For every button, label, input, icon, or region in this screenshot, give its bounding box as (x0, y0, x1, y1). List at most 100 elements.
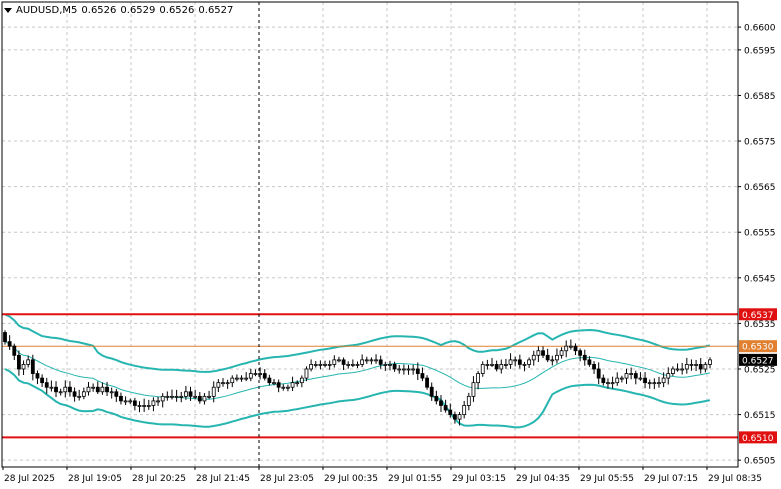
candle (77, 389, 82, 401)
candle-body (105, 386, 109, 393)
candle (142, 398, 147, 412)
ohlc-low: 0.6526 (159, 4, 195, 16)
candle (337, 356, 341, 363)
candle-body (415, 368, 420, 374)
level-price-tag[interactable]: 0.6537 (739, 308, 777, 321)
y-tick-label: 0.6555 (744, 229, 776, 239)
ohlc-high: 0.6529 (120, 4, 156, 16)
candle-body (109, 391, 114, 394)
level-tag-label: 0.6510 (742, 434, 774, 444)
candle-body (606, 382, 610, 385)
candle (550, 355, 555, 366)
candle-body (142, 405, 147, 407)
candle (401, 364, 406, 375)
candle-body (374, 359, 378, 362)
candle-body (21, 364, 26, 370)
y-tick-label: 0.6535 (744, 320, 776, 330)
candle-body (100, 386, 105, 393)
candle (123, 396, 128, 406)
level-price-tag[interactable]: 0.6530 (739, 340, 777, 353)
candle-body (397, 368, 402, 371)
current-price-tag[interactable]: 0.6527 (739, 353, 777, 367)
candle-body (536, 350, 541, 356)
ohlc-close: 0.6527 (198, 4, 234, 16)
candle-body (119, 395, 123, 402)
candle-body (555, 354, 559, 361)
candle-body (309, 364, 314, 370)
price-axis[interactable]: 0.6600 0.6595 0.6585 0.6575 0.6565 0.6555 0.65… (738, 24, 777, 467)
candle-body (517, 359, 522, 365)
candle (253, 369, 258, 377)
level-price-tag[interactable]: 0.6510 (739, 431, 777, 444)
y-tick-label: 0.6565 (744, 183, 776, 193)
candle (235, 374, 239, 382)
candle-body (550, 359, 555, 362)
candle (601, 374, 606, 386)
candle (680, 362, 685, 375)
candle-body (272, 382, 276, 385)
candle (95, 381, 100, 395)
candle-body (86, 386, 91, 393)
candle (183, 385, 188, 400)
candle (63, 380, 68, 398)
candle (211, 381, 216, 403)
candle (624, 368, 629, 384)
candle (670, 366, 675, 376)
candle (513, 356, 518, 367)
time-axis[interactable]: 28 Jul 2025 28 Jul 19:05 28 Jul 20:25 28 Ju… (2, 467, 762, 484)
candle (638, 372, 643, 381)
candle (12, 343, 17, 361)
candle (170, 389, 174, 400)
candle-body (239, 377, 244, 380)
candle-body (657, 382, 661, 385)
candle-body (350, 364, 355, 366)
candle-body (290, 382, 295, 388)
candle (17, 350, 21, 376)
candle-body (211, 386, 216, 397)
y-tick-label: 0.6600 (744, 24, 776, 34)
candle (457, 412, 462, 426)
chevron-down-icon[interactable] (4, 8, 12, 13)
candle (415, 362, 420, 381)
candle-body (91, 386, 96, 389)
candle-body (466, 395, 471, 406)
candle-body (304, 368, 309, 379)
candle (299, 375, 304, 388)
level-tag-bg (739, 431, 777, 444)
chart-title[interactable]: AUDUSD,M5 0.6526 0.6529 0.6526 0.6527 (4, 3, 237, 17)
candle-body (406, 368, 411, 371)
candle (531, 350, 536, 366)
candle (564, 340, 569, 358)
candle-body (156, 400, 160, 403)
candle (119, 392, 123, 405)
candle-body (12, 345, 17, 356)
candle (7, 335, 12, 350)
candle-body (197, 395, 202, 402)
candle-body (434, 395, 439, 402)
candle (448, 403, 453, 418)
candle (708, 357, 712, 369)
candle-body (295, 382, 300, 385)
candle-body (248, 373, 253, 379)
candle (661, 372, 666, 388)
x-tick-label: 28 Jul 19:05 (68, 474, 122, 484)
candle (49, 380, 54, 392)
horizontal-levels[interactable] (2, 313, 738, 439)
candle-body (267, 377, 272, 384)
candle-body (485, 364, 490, 366)
candle (272, 378, 276, 386)
candle-body (494, 364, 499, 370)
candle-body (661, 377, 666, 384)
candle (318, 360, 323, 370)
candle (114, 388, 119, 402)
candle (606, 378, 610, 389)
candle (225, 379, 230, 389)
candle (615, 372, 620, 386)
candle (434, 390, 439, 405)
y-tick-label: 0.6575 (744, 138, 776, 148)
candle-body (207, 395, 211, 398)
candle (216, 379, 221, 393)
candle-body (68, 386, 72, 393)
candle (527, 357, 532, 368)
